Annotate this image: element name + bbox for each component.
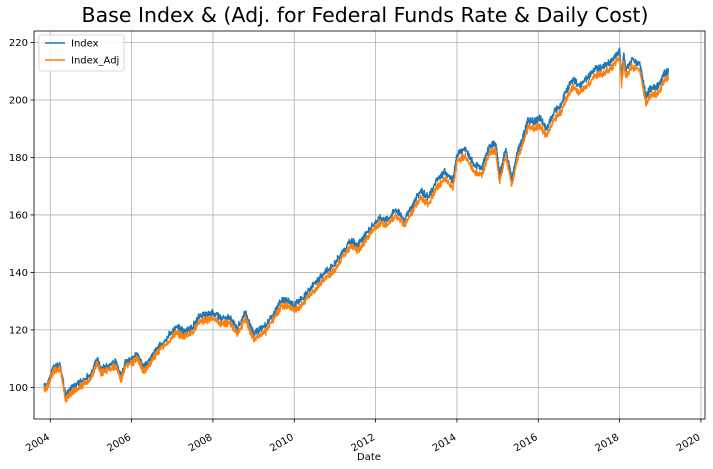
gridlines <box>34 31 705 419</box>
x-tick-label: 2004 <box>24 432 52 454</box>
x-axis: 2004 2006 2008 2010 2012 2014 2016 2018 2020 <box>24 419 702 454</box>
x-tick-label: 2014 <box>431 432 459 454</box>
x-tick-label: 2010 <box>268 432 296 454</box>
plot-frame <box>33 30 706 420</box>
legend: Index Index_Adj <box>38 34 125 72</box>
legend-label-index-adj: Index_Adj <box>71 56 119 67</box>
y-tick-label: 140 <box>9 268 28 279</box>
y-tick-label: 120 <box>9 325 28 336</box>
y-tick-label: 180 <box>9 153 28 164</box>
x-tick-label: 2008 <box>187 432 215 454</box>
x-axis-label: Date <box>357 452 381 463</box>
plot-area <box>34 31 705 419</box>
y-tick-label: 160 <box>9 210 28 221</box>
y-tick-label: 220 <box>9 38 28 49</box>
legend-box <box>38 34 125 72</box>
y-tick-label: 200 <box>9 95 28 106</box>
series-line-index-adj <box>43 56 670 403</box>
x-tick-label: 2006 <box>106 432 134 454</box>
y-axis: 100 120 140 160 180 200 220 <box>9 38 34 394</box>
series-layer <box>43 47 670 403</box>
x-tick-label: 2016 <box>512 432 540 454</box>
chart-title: Base Index & (Adj. for Federal Funds Rat… <box>82 3 649 27</box>
x-tick-label: 2020 <box>675 432 703 454</box>
x-tick-label: 2012 <box>350 432 378 454</box>
y-tick-label: 100 <box>9 383 28 394</box>
x-tick-label: 2018 <box>594 432 622 454</box>
legend-label-index: Index <box>71 39 99 50</box>
